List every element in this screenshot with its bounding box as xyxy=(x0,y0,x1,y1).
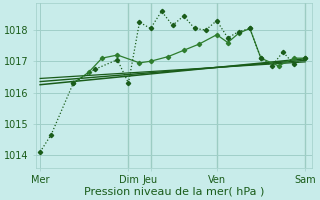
X-axis label: Pression niveau de la mer( hPa ): Pression niveau de la mer( hPa ) xyxy=(84,187,264,197)
